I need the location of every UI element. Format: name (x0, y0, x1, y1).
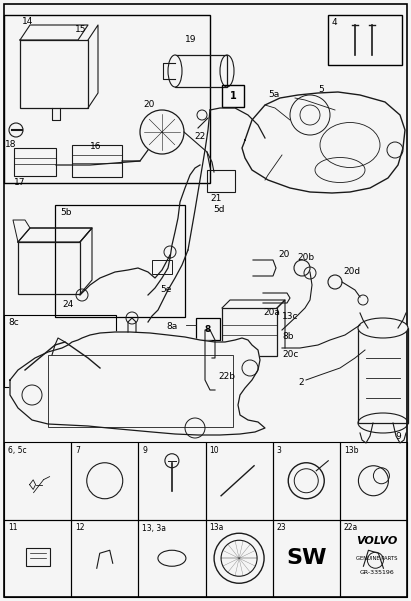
Text: 20: 20 (278, 250, 289, 259)
Bar (4, 519, 71, 597)
Bar (4, 442, 71, 519)
Text: 4: 4 (332, 18, 337, 27)
Bar (18, 242, 80, 294)
Text: 17: 17 (14, 178, 25, 187)
Bar (272, 519, 340, 597)
Text: 8b: 8b (282, 332, 293, 341)
Text: 8c: 8c (8, 318, 19, 327)
Text: 13b: 13b (344, 446, 358, 455)
Text: 21: 21 (210, 194, 222, 203)
Text: 18: 18 (5, 140, 16, 149)
Text: 20c: 20c (282, 350, 298, 359)
Bar (14, 148, 56, 176)
Bar (25, 548, 50, 566)
Text: 22: 22 (194, 132, 205, 141)
Text: 5: 5 (318, 85, 324, 94)
Bar (72, 145, 122, 177)
Text: 13c: 13c (282, 312, 298, 321)
Bar (196, 318, 220, 340)
Text: 22a: 22a (344, 523, 358, 532)
Bar (139, 442, 206, 519)
Bar (206, 442, 272, 519)
Bar (175, 55, 227, 87)
Text: 13a: 13a (210, 523, 224, 532)
Bar (207, 170, 235, 192)
Text: 2: 2 (298, 378, 304, 387)
Text: GENUINE PARTS: GENUINE PARTS (356, 556, 397, 561)
Text: 14: 14 (22, 17, 33, 26)
Text: 20b: 20b (297, 253, 314, 262)
Text: 16: 16 (90, 142, 102, 151)
Text: 9: 9 (395, 432, 401, 441)
Bar (4, 15, 210, 183)
Bar (358, 328, 408, 423)
Text: 5e: 5e (160, 285, 171, 294)
Text: 10: 10 (210, 446, 219, 455)
Text: 12: 12 (75, 523, 85, 532)
Text: 20a: 20a (263, 308, 280, 317)
Bar (340, 519, 407, 597)
Bar (71, 442, 139, 519)
Text: 8: 8 (205, 325, 211, 334)
Bar (206, 519, 272, 597)
Polygon shape (10, 332, 265, 435)
Text: 23: 23 (277, 523, 286, 532)
Bar (71, 519, 139, 597)
Bar (48, 355, 233, 427)
Bar (222, 85, 244, 107)
Bar (328, 15, 402, 65)
Text: 7: 7 (75, 446, 80, 455)
Bar (139, 519, 206, 597)
Text: 11: 11 (8, 523, 18, 532)
Bar (340, 442, 407, 519)
Ellipse shape (168, 55, 182, 87)
Bar (4, 315, 116, 387)
Text: 8a: 8a (166, 322, 177, 331)
Text: 9: 9 (142, 446, 147, 455)
Text: 1: 1 (230, 91, 236, 101)
Text: 20: 20 (143, 100, 155, 109)
Ellipse shape (358, 318, 408, 338)
Text: 19: 19 (185, 35, 196, 44)
Text: 3: 3 (277, 446, 282, 455)
Text: 22b: 22b (218, 372, 235, 381)
Text: 24: 24 (62, 300, 73, 309)
Text: GR-335196: GR-335196 (359, 570, 394, 575)
Text: 13, 3a: 13, 3a (142, 523, 166, 532)
Text: 15: 15 (75, 25, 86, 34)
Text: 5b: 5b (60, 208, 72, 217)
Text: 5a: 5a (268, 90, 279, 99)
Text: 5d: 5d (213, 205, 224, 214)
Bar (152, 260, 172, 274)
Bar (55, 205, 185, 317)
Text: VOLVO: VOLVO (356, 536, 397, 546)
Text: 6, 5c: 6, 5c (8, 446, 27, 455)
Bar (20, 40, 88, 108)
Text: SW: SW (286, 548, 326, 569)
Bar (222, 308, 277, 356)
Text: 20d: 20d (343, 267, 360, 276)
Bar (272, 442, 340, 519)
